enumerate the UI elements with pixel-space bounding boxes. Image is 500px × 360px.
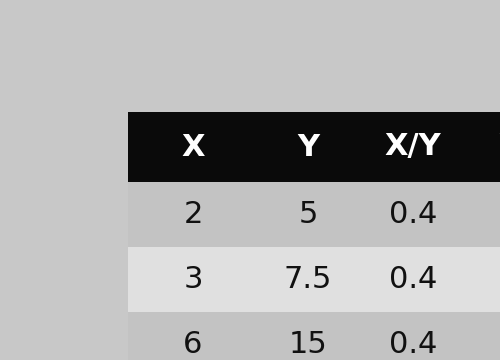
Bar: [128, 182, 258, 247]
Bar: [468, 247, 500, 312]
Bar: [358, 182, 468, 247]
Text: X/Y: X/Y: [384, 132, 442, 162]
Bar: [258, 182, 358, 247]
Text: 2: 2: [184, 200, 203, 229]
Text: 15: 15: [288, 330, 328, 359]
Bar: [468, 312, 500, 360]
Bar: [258, 312, 358, 360]
Bar: [258, 112, 358, 182]
Bar: [468, 112, 500, 182]
Text: 0.4: 0.4: [389, 265, 437, 294]
Bar: [258, 247, 358, 312]
Bar: [128, 312, 258, 360]
Text: Y: Y: [297, 132, 319, 162]
Bar: [358, 112, 468, 182]
Bar: [468, 182, 500, 247]
Bar: [358, 247, 468, 312]
Text: 3: 3: [183, 265, 203, 294]
Bar: [128, 112, 258, 182]
Bar: [128, 247, 258, 312]
Text: 0.4: 0.4: [389, 330, 437, 359]
Text: X: X: [181, 132, 205, 162]
Text: 5: 5: [298, 200, 318, 229]
Text: 0.4: 0.4: [389, 200, 437, 229]
Bar: [358, 312, 468, 360]
Text: 6: 6: [184, 330, 203, 359]
Text: 7.5: 7.5: [284, 265, 332, 294]
